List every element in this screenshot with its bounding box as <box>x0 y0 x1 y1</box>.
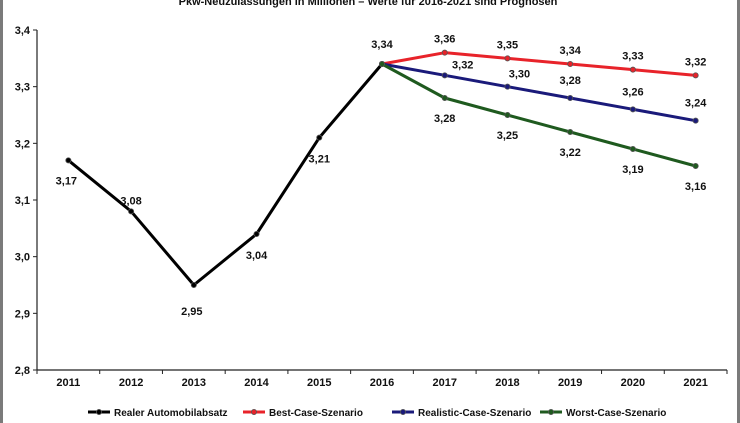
data-label-worst-case-szenario: 3,19 <box>622 164 643 176</box>
data-point-best-case-szenario <box>692 72 699 79</box>
y-tick-label: 3,0 <box>15 252 30 264</box>
data-point-realer-automobilabsatz <box>316 134 323 141</box>
data-label-realistic-case-szenario: 3,30 <box>509 69 530 81</box>
data-point-worst-case-szenario <box>441 95 448 102</box>
y-tick-label: 2,8 <box>15 365 30 377</box>
legend-label-worst-case-szenario: Worst-Case-Szenario <box>566 408 666 419</box>
legend-label-realer-automobilabsatz: Realer Automobilabsatz <box>114 408 228 419</box>
y-tick-label: 3,4 <box>15 25 31 37</box>
y-tick-label: 3,1 <box>15 195 30 207</box>
legend-marker-worst-case-szenario <box>548 408 555 415</box>
y-tick-label: 2,9 <box>15 308 30 320</box>
legend-marker-best-case-szenario <box>250 408 257 415</box>
data-label-best-case-szenario: 3,34 <box>559 45 581 57</box>
data-point-best-case-szenario <box>441 49 448 56</box>
x-tick-label: 2020 <box>621 377 645 389</box>
data-label-realer-automobilabsatz: 3,21 <box>309 154 330 166</box>
frame-right-edge <box>737 0 740 423</box>
x-tick-label: 2014 <box>244 377 269 389</box>
data-point-realer-automobilabsatz <box>190 281 197 288</box>
y-tick-label: 3,2 <box>15 138 30 150</box>
series-line-best-case-szenario <box>381 51 696 77</box>
legend-marker-realer-automobilabsatz <box>96 408 103 415</box>
axes: 2,8 2,9 3,0 3,1 3,2 3,3 3,4 2011 2012 2013 2014 201… <box>15 25 728 389</box>
data-label-best-case-szenario: 3,33 <box>622 51 643 63</box>
x-tick-label: 2017 <box>432 377 456 389</box>
chart-title: Pkw-Neuzulassungen in Millionen – Werte … <box>179 0 558 8</box>
frame-left-edge <box>0 0 3 423</box>
x-tick-label: 2016 <box>370 377 394 389</box>
x-tick-label: 2018 <box>495 377 519 389</box>
y-tick-label: 3,3 <box>15 82 30 94</box>
data-label-best-case-szenario: 3,35 <box>497 39 518 51</box>
data-label-realistic-case-szenario: 3,32 <box>452 59 473 71</box>
x-tick-label: 2013 <box>182 377 206 389</box>
data-point-realistic-case-szenario <box>441 72 448 79</box>
data-point-realer-automobilabsatz <box>65 157 72 164</box>
data-label-worst-case-szenario: 3,28 <box>434 113 455 125</box>
data-label-realistic-case-szenario: 3,28 <box>559 75 580 87</box>
data-point-best-case-szenario <box>629 66 636 73</box>
data-label-realer-automobilabsatz: 2,95 <box>181 306 202 318</box>
data-point-realistic-case-szenario <box>567 95 574 102</box>
data-label-worst-case-szenario: 3,22 <box>559 147 580 159</box>
legend-label-realistic-case-szenario: Realistic-Case-Szenario <box>418 408 531 419</box>
data-point-realer-automobilabsatz <box>128 208 135 215</box>
data-point-worst-case-szenario <box>504 112 511 119</box>
data-label-worst-case-szenario: 3,25 <box>497 130 518 142</box>
legend: Realer Automobilabsatz Best-Case-Szenario… <box>88 408 666 419</box>
data-label-realistic-case-szenario: 3,26 <box>622 86 643 98</box>
data-label-best-case-szenario: 3,36 <box>434 34 455 46</box>
data-label-worst-case-szenario: 3,16 <box>685 181 706 193</box>
data-point-realistic-case-szenario <box>504 83 511 90</box>
data-label-realer-automobilabsatz: 3,08 <box>120 195 141 207</box>
x-tick-label: 2015 <box>307 377 331 389</box>
data-label-realer-automobilabsatz: 3,04 <box>246 250 268 262</box>
series-layer <box>65 49 699 288</box>
series-line-realistic-case-szenario <box>381 62 696 123</box>
legend-label-best-case-szenario: Best-Case-Szenario <box>269 408 363 419</box>
data-point-realistic-case-szenario <box>692 117 699 124</box>
data-point-best-case-szenario <box>567 61 574 68</box>
x-tick-label: 2021 <box>683 377 707 389</box>
series-line-worst-case-szenario <box>381 62 697 168</box>
data-label-realistic-case-szenario: 3,24 <box>685 98 707 110</box>
data-point-worst-case-szenario <box>378 61 385 68</box>
x-tick-label: 2011 <box>56 377 80 389</box>
legend-marker-realistic-case-szenario <box>399 408 406 415</box>
data-labels: 3,17 3,08 2,95 3,04 3,21 3,36 3,35 3,34 3,33 3,32… <box>56 34 708 318</box>
data-label-best-case-szenario: 3,32 <box>685 56 706 68</box>
data-point-realistic-case-szenario <box>629 106 636 113</box>
data-point-worst-case-szenario <box>629 145 636 152</box>
data-point-worst-case-szenario <box>692 162 699 169</box>
data-label-worst-case-szenario: 3,34 <box>371 39 393 51</box>
x-tick-label: 2019 <box>558 377 582 389</box>
data-point-best-case-szenario <box>504 55 511 62</box>
data-point-worst-case-szenario <box>567 128 574 135</box>
x-tick-label: 2012 <box>119 377 143 389</box>
data-label-realer-automobilabsatz: 3,17 <box>56 175 77 187</box>
data-point-realer-automobilabsatz <box>253 230 260 237</box>
series-line-realer-automobilabsatz <box>67 63 384 287</box>
